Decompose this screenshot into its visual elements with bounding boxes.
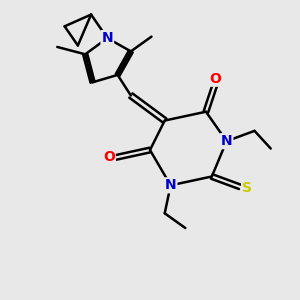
Text: S: S <box>242 181 252 195</box>
Text: N: N <box>101 31 113 45</box>
Text: O: O <box>103 150 115 164</box>
Text: N: N <box>221 134 232 148</box>
Text: N: N <box>165 178 176 192</box>
Text: O: O <box>209 72 221 86</box>
